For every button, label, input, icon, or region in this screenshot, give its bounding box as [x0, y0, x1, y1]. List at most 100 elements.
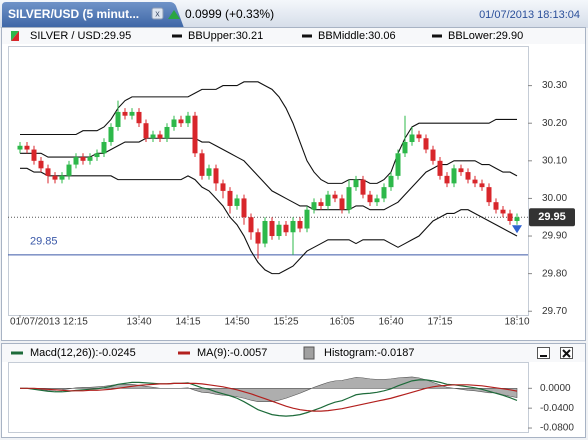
y-tick-label: 30.20 — [542, 118, 567, 129]
level-label: 29.85 — [30, 236, 58, 248]
candle-body — [66, 164, 72, 176]
candle-body — [220, 183, 226, 191]
candle-body — [514, 217, 520, 221]
y-tick-label: -0.0400 — [540, 403, 574, 414]
last-price-box — [529, 208, 575, 227]
candle-body — [458, 168, 464, 173]
candle-body — [451, 168, 457, 184]
y-tick-label: 29.70 — [542, 306, 567, 317]
price-legend-bar — [2, 28, 585, 44]
y-tick-label: -0.0800 — [540, 423, 574, 434]
tab-close[interactable] — [151, 7, 164, 20]
legend-label: Macd(12,26)):-0.0245 — [30, 347, 136, 359]
candle-body — [248, 217, 254, 233]
candle-body — [290, 220, 296, 233]
x-tick-label: 16:40 — [378, 317, 403, 328]
legend-label: BBLower:29.90 — [448, 30, 523, 42]
candle-body — [241, 198, 247, 218]
candle-body — [346, 187, 352, 210]
y-tick-label: 30.00 — [542, 193, 567, 204]
candle-body — [423, 138, 429, 150]
tab-title: SILVER/USD (5 minut... — [8, 7, 139, 21]
candle-body — [262, 220, 268, 244]
last-price-label: 29.95 — [538, 211, 566, 223]
last-marker — [512, 225, 522, 234]
x-tick-label: 14:50 — [224, 317, 249, 328]
candle-body — [325, 194, 331, 206]
close-icon — [562, 349, 571, 358]
tab[interactable] — [2, 2, 184, 28]
candle-body — [52, 175, 58, 180]
candle-body — [339, 198, 345, 210]
y-tick-label: 29.80 — [542, 268, 567, 279]
candle-body — [234, 198, 240, 206]
candle-body — [507, 213, 513, 221]
y-tick-label: 30.10 — [542, 155, 567, 166]
candle-body — [31, 149, 37, 161]
candle-body — [136, 111, 142, 124]
candle-body — [45, 168, 51, 176]
candle-body — [80, 157, 86, 161]
candle-body — [472, 179, 478, 184]
candle-body — [227, 190, 233, 206]
candle-body — [17, 145, 23, 150]
macd-line — [20, 382, 518, 412]
candle-body — [115, 111, 121, 127]
macd-legend-bar — [2, 344, 585, 362]
candle-body — [486, 187, 492, 203]
candle-body — [437, 160, 443, 176]
legend-label: MA(9):-0.0057 — [197, 347, 267, 359]
legend-label: BBMiddle:30.06 — [318, 30, 396, 42]
tab-close-icon: x — [155, 8, 160, 18]
candle-body — [73, 157, 79, 165]
legend-swatch — [303, 346, 315, 360]
candle-body — [94, 153, 100, 158]
candle-body — [171, 119, 177, 127]
candle-body — [367, 194, 373, 203]
candle-body — [479, 183, 485, 188]
candle-body — [24, 145, 30, 150]
candle-body — [395, 153, 401, 176]
candle-body — [409, 134, 415, 143]
bollinger-band — [20, 81, 517, 184]
candle-body — [255, 232, 261, 244]
x-tick-label: 18:10 — [504, 317, 529, 328]
candle-body — [129, 111, 135, 116]
candle-body — [500, 209, 506, 214]
candle-body — [444, 175, 450, 184]
candle-body — [430, 149, 436, 161]
candle-body — [157, 134, 163, 139]
candle-body — [381, 187, 387, 199]
x-tick-label: 01/07/2013 12:15 — [10, 317, 88, 328]
histogram-area — [20, 376, 518, 403]
candle-body — [199, 153, 205, 176]
timestamp: 01/07/2013 18:13:04 — [479, 9, 580, 21]
candle-body — [150, 134, 156, 139]
x-tick-label: 15:25 — [273, 317, 298, 328]
candle-body — [402, 142, 408, 154]
candle-body — [304, 209, 310, 229]
candle-body — [192, 115, 198, 154]
candle-body — [353, 179, 359, 188]
candle-body — [122, 111, 128, 116]
y-tick-label: 29.90 — [542, 231, 567, 242]
x-tick-label: 13:40 — [126, 317, 151, 328]
candle-body — [269, 220, 275, 237]
candle-body — [360, 179, 366, 195]
candle-body — [101, 142, 107, 154]
candle-body — [311, 202, 317, 210]
candle-body — [213, 168, 219, 184]
candle-body — [38, 160, 44, 169]
x-tick-label: 16:05 — [329, 317, 354, 328]
candle-body — [164, 126, 170, 139]
candle-body — [178, 119, 184, 124]
y-tick-label: 0.0000 — [540, 383, 571, 394]
candle-body — [59, 175, 65, 180]
change-arrow — [168, 10, 180, 19]
candle-body — [465, 172, 471, 180]
minimize-button[interactable] — [537, 347, 550, 359]
candle-body — [206, 168, 212, 176]
candle-body — [276, 224, 282, 237]
candle-body — [388, 175, 394, 188]
